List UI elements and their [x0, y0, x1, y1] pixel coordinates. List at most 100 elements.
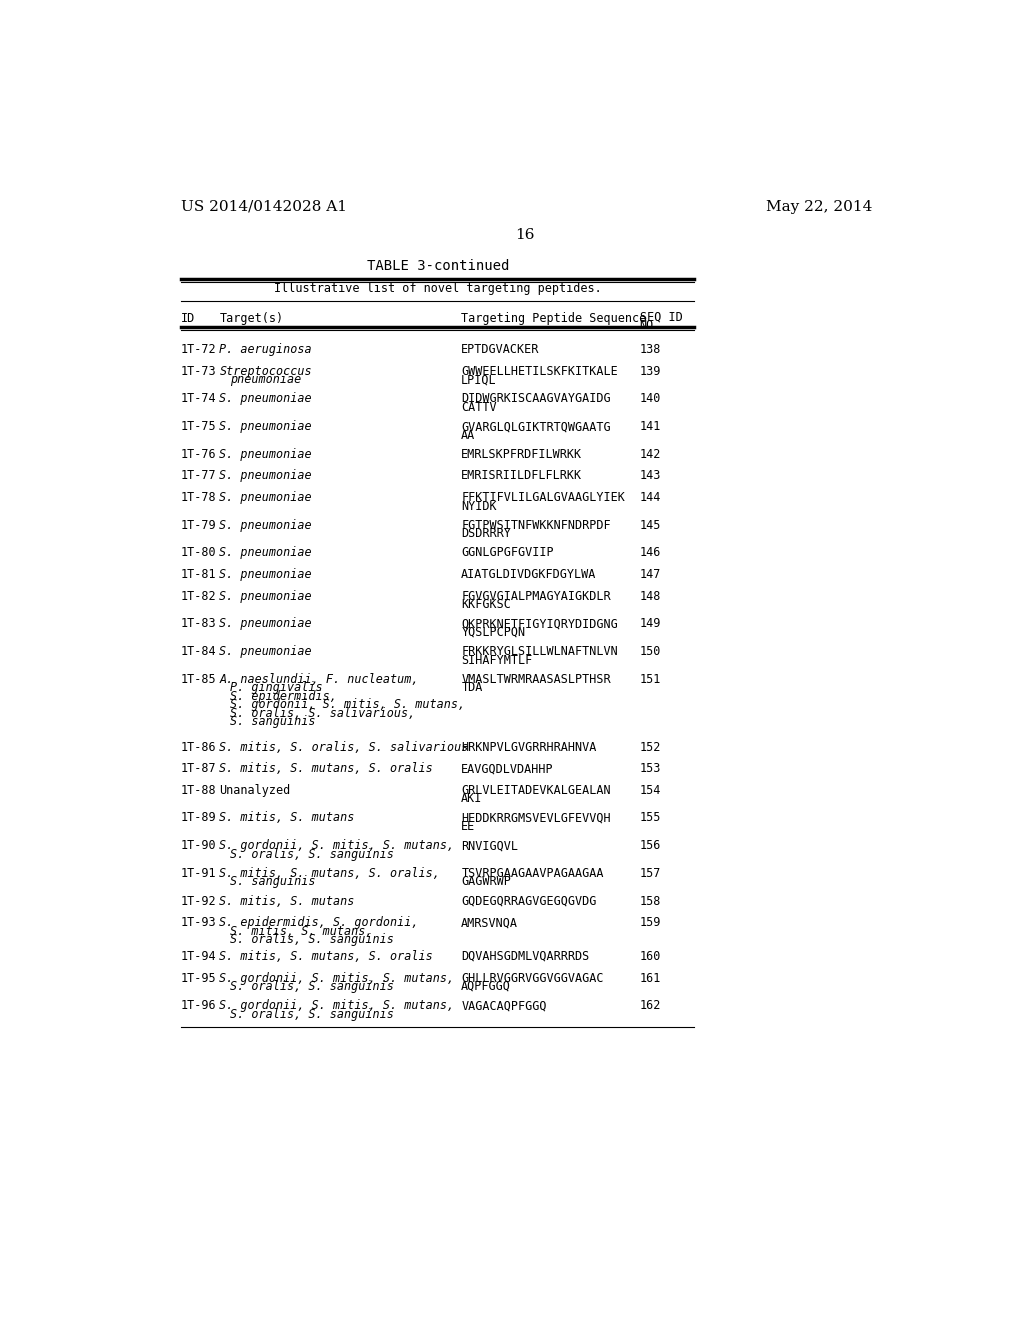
Text: S. mitis, S. mutans, S. oralis,: S. mitis, S. mutans, S. oralis,	[219, 867, 440, 880]
Text: 1T-77: 1T-77	[180, 470, 216, 483]
Text: 1T-94: 1T-94	[180, 950, 216, 964]
Text: 1T-92: 1T-92	[180, 895, 216, 908]
Text: TDA: TDA	[461, 681, 482, 694]
Text: 151: 151	[640, 673, 660, 686]
Text: GGNLGPGFGVIIP: GGNLGPGFGVIIP	[461, 546, 554, 560]
Text: 142: 142	[640, 447, 660, 461]
Text: S. oralis, S. sanguinis: S. oralis, S. sanguinis	[230, 847, 394, 861]
Text: EE: EE	[461, 820, 475, 833]
Text: A. naeslundii, F. nucleatum,: A. naeslundii, F. nucleatum,	[219, 673, 419, 686]
Text: 146: 146	[640, 546, 660, 560]
Text: AA: AA	[461, 429, 475, 442]
Text: 1T-95: 1T-95	[180, 972, 216, 985]
Text: S. pneumoniae: S. pneumoniae	[219, 392, 312, 405]
Text: 1T-85: 1T-85	[180, 673, 216, 686]
Text: S. sanguinis: S. sanguinis	[230, 715, 315, 729]
Text: CATTV: CATTV	[461, 401, 497, 414]
Text: 144: 144	[640, 491, 660, 504]
Text: May 22, 2014: May 22, 2014	[766, 199, 872, 214]
Text: 1T-81: 1T-81	[180, 568, 216, 581]
Text: 141: 141	[640, 420, 660, 433]
Text: Streptococcus: Streptococcus	[219, 364, 312, 378]
Text: 1T-75: 1T-75	[180, 420, 216, 433]
Text: S. mitis, S. mutans,: S. mitis, S. mutans,	[230, 924, 373, 937]
Text: 150: 150	[640, 645, 660, 659]
Text: EMRISRIILDFLFLRKK: EMRISRIILDFLFLRKK	[461, 470, 583, 483]
Text: 1T-91: 1T-91	[180, 867, 216, 880]
Text: DSDRRRY: DSDRRRY	[461, 527, 511, 540]
Text: US 2014/0142028 A1: US 2014/0142028 A1	[180, 199, 347, 214]
Text: 1T-89: 1T-89	[180, 812, 216, 825]
Text: 1T-74: 1T-74	[180, 392, 216, 405]
Text: 140: 140	[640, 392, 660, 405]
Text: AQPFGGQ: AQPFGGQ	[461, 979, 511, 993]
Text: 1T-93: 1T-93	[180, 916, 216, 929]
Text: S. pneumoniae: S. pneumoniae	[219, 568, 312, 581]
Text: 1T-86: 1T-86	[180, 741, 216, 754]
Text: 1T-84: 1T-84	[180, 645, 216, 659]
Text: GWWEELLHETILSKFKITKALE: GWWEELLHETILSKFKITKALE	[461, 364, 618, 378]
Text: 155: 155	[640, 812, 660, 825]
Text: 145: 145	[640, 519, 660, 532]
Text: S. oralis, S. sanguinis: S. oralis, S. sanguinis	[230, 1007, 394, 1020]
Text: 156: 156	[640, 840, 660, 853]
Text: FGTPWSITNFWKKNFNDRPDF: FGTPWSITNFWKKNFNDRPDF	[461, 519, 611, 532]
Text: GHLLRVGGRVGGVGGVAGAC: GHLLRVGGRVGGVGGVAGAC	[461, 972, 604, 985]
Text: RNVIGQVL: RNVIGQVL	[461, 840, 518, 853]
Text: FFKTIFVLILGALGVAAGLYIEK: FFKTIFVLILGALGVAAGLYIEK	[461, 491, 625, 504]
Text: AMRSVNQA: AMRSVNQA	[461, 916, 518, 929]
Text: NO: NO	[640, 318, 653, 331]
Text: Targeting Peptide Sequence: Targeting Peptide Sequence	[461, 313, 646, 326]
Text: S. gordonii, S. mitis, S. mutans,: S. gordonii, S. mitis, S. mutans,	[219, 999, 455, 1012]
Text: S. mitis, S. mutans: S. mitis, S. mutans	[219, 812, 355, 825]
Text: 1T-72: 1T-72	[180, 343, 216, 356]
Text: S. mitis, S. mutans: S. mitis, S. mutans	[219, 895, 355, 908]
Text: GRLVLEITADEVKALGEALAN: GRLVLEITADEVKALGEALAN	[461, 784, 611, 797]
Text: YQSLPCPQN: YQSLPCPQN	[461, 626, 525, 639]
Text: 149: 149	[640, 618, 660, 631]
Text: LPIQL: LPIQL	[461, 374, 497, 387]
Text: S. pneumoniae: S. pneumoniae	[219, 590, 312, 603]
Text: SEQ ID: SEQ ID	[640, 310, 682, 323]
Text: 147: 147	[640, 568, 660, 581]
Text: S. mitis, S. mutans, S. oralis: S. mitis, S. mutans, S. oralis	[219, 762, 433, 775]
Text: ID: ID	[180, 313, 195, 326]
Text: EPTDGVACKER: EPTDGVACKER	[461, 343, 540, 356]
Text: S. oralis, S. sanguinis: S. oralis, S. sanguinis	[230, 933, 394, 946]
Text: GQDEGQRRAGVGEGQGVDG: GQDEGQRRAGVGEGQGVDG	[461, 895, 597, 908]
Text: VAGACAQPFGGQ: VAGACAQPFGGQ	[461, 999, 547, 1012]
Text: 160: 160	[640, 950, 660, 964]
Text: TABLE 3-continued: TABLE 3-continued	[367, 259, 509, 273]
Text: QKPRKNETFIGYIQRYDIDGNG: QKPRKNETFIGYIQRYDIDGNG	[461, 618, 618, 631]
Text: DIDWGRKISCAAGVAYGAIDG: DIDWGRKISCAAGVAYGAIDG	[461, 392, 611, 405]
Text: 152: 152	[640, 741, 660, 754]
Text: S. epidermidis, S. gordonii,: S. epidermidis, S. gordonii,	[219, 916, 419, 929]
Text: 143: 143	[640, 470, 660, 483]
Text: S. pneumoniae: S. pneumoniae	[219, 470, 312, 483]
Text: 1T-87: 1T-87	[180, 762, 216, 775]
Text: 154: 154	[640, 784, 660, 797]
Text: S. pneumoniae: S. pneumoniae	[219, 618, 312, 631]
Text: 1T-90: 1T-90	[180, 840, 216, 853]
Text: S. pneumoniae: S. pneumoniae	[219, 491, 312, 504]
Text: VMASLTWRMRAASASLPTHSR: VMASLTWRMRAASASLPTHSR	[461, 673, 611, 686]
Text: 161: 161	[640, 972, 660, 985]
Text: EAVGQDLVDAHHP: EAVGQDLVDAHHP	[461, 762, 554, 775]
Text: 138: 138	[640, 343, 660, 356]
Text: 158: 158	[640, 895, 660, 908]
Text: Target(s): Target(s)	[219, 313, 284, 326]
Text: 162: 162	[640, 999, 660, 1012]
Text: Illustrative list of novel targeting peptides.: Illustrative list of novel targeting pep…	[274, 282, 602, 296]
Text: 1T-83: 1T-83	[180, 618, 216, 631]
Text: 157: 157	[640, 867, 660, 880]
Text: GAGWRWP: GAGWRWP	[461, 875, 511, 888]
Text: TSVRPGAAGAAVPAGAAGAA: TSVRPGAAGAAVPAGAAGAA	[461, 867, 604, 880]
Text: Unanalyzed: Unanalyzed	[219, 784, 291, 797]
Text: AIATGLDIVDGKFDGYLWA: AIATGLDIVDGKFDGYLWA	[461, 568, 597, 581]
Text: S. mitis, S. oralis, S. salivarious: S. mitis, S. oralis, S. salivarious	[219, 741, 469, 754]
Text: S. epidermidis,: S. epidermidis,	[230, 689, 337, 702]
Text: S. gordonii, S. mitis, S. mutans,: S. gordonii, S. mitis, S. mutans,	[219, 972, 455, 985]
Text: AKI: AKI	[461, 792, 482, 805]
Text: S. gordonii, S. mitis, S. mutans,: S. gordonii, S. mitis, S. mutans,	[219, 840, 455, 853]
Text: DQVAHSGDMLVQARRRDS: DQVAHSGDMLVQARRRDS	[461, 950, 590, 964]
